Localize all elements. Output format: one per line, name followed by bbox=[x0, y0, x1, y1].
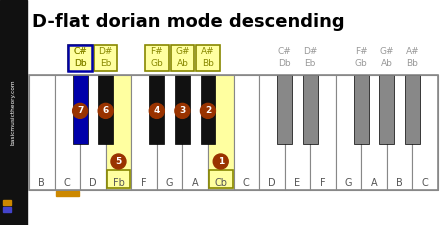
Bar bbox=[171, 45, 194, 71]
Bar bbox=[336, 75, 361, 190]
Text: Gb: Gb bbox=[355, 58, 368, 68]
Text: A: A bbox=[371, 178, 378, 188]
Bar bbox=[412, 75, 438, 190]
Text: 2: 2 bbox=[205, 106, 211, 115]
Bar bbox=[55, 75, 80, 190]
Text: 3: 3 bbox=[179, 106, 186, 115]
Text: D: D bbox=[268, 178, 275, 188]
Text: A: A bbox=[192, 178, 198, 188]
Bar bbox=[0, 0, 27, 225]
Text: Bb: Bb bbox=[407, 58, 418, 68]
Circle shape bbox=[73, 103, 88, 118]
Text: F#: F# bbox=[150, 47, 163, 56]
Text: C#: C# bbox=[278, 47, 291, 56]
Bar bbox=[175, 75, 190, 144]
Bar bbox=[73, 75, 88, 144]
Bar bbox=[55, 191, 79, 196]
Text: G: G bbox=[345, 178, 352, 188]
Text: G#: G# bbox=[175, 47, 190, 56]
Text: F: F bbox=[141, 178, 147, 188]
Bar bbox=[361, 75, 387, 190]
Bar bbox=[310, 75, 336, 190]
Text: C#: C# bbox=[73, 47, 87, 56]
Bar bbox=[131, 75, 157, 190]
Text: F#: F# bbox=[355, 47, 368, 56]
Bar bbox=[3, 207, 11, 212]
Text: D-flat dorian mode descending: D-flat dorian mode descending bbox=[32, 13, 345, 31]
Text: G: G bbox=[166, 178, 173, 188]
Text: B: B bbox=[38, 178, 45, 188]
Text: D: D bbox=[89, 178, 97, 188]
Text: C: C bbox=[422, 178, 429, 188]
Bar bbox=[29, 75, 55, 190]
Text: D#: D# bbox=[99, 47, 113, 56]
Bar bbox=[29, 75, 438, 190]
Bar bbox=[201, 75, 215, 144]
Bar bbox=[98, 75, 113, 144]
Text: C: C bbox=[243, 178, 249, 188]
Circle shape bbox=[175, 103, 190, 118]
Circle shape bbox=[213, 154, 228, 169]
Text: Bb: Bb bbox=[202, 58, 214, 68]
Text: Ab: Ab bbox=[176, 58, 188, 68]
Text: 7: 7 bbox=[77, 106, 83, 115]
Text: E: E bbox=[294, 178, 301, 188]
Bar bbox=[68, 45, 92, 71]
Text: Db: Db bbox=[74, 58, 86, 68]
Bar bbox=[145, 45, 169, 71]
Text: Cb: Cb bbox=[214, 178, 227, 188]
Bar bbox=[150, 75, 164, 144]
Circle shape bbox=[98, 103, 113, 118]
Bar bbox=[209, 170, 232, 188]
Circle shape bbox=[201, 103, 216, 118]
Text: Fb: Fb bbox=[113, 178, 125, 188]
Bar bbox=[106, 75, 131, 190]
Text: Db: Db bbox=[279, 58, 291, 68]
Circle shape bbox=[111, 154, 126, 169]
Text: F: F bbox=[320, 178, 326, 188]
Bar bbox=[259, 75, 285, 190]
Text: D#: D# bbox=[303, 47, 317, 56]
Bar bbox=[208, 75, 234, 190]
Text: C#: C# bbox=[73, 47, 87, 56]
Text: Eb: Eb bbox=[304, 58, 316, 68]
Text: A#: A# bbox=[406, 47, 419, 56]
Text: 6: 6 bbox=[103, 106, 109, 115]
Bar bbox=[196, 45, 220, 71]
Bar bbox=[106, 170, 130, 188]
Bar bbox=[387, 75, 412, 190]
Bar bbox=[277, 75, 292, 144]
Text: 5: 5 bbox=[115, 157, 121, 166]
Bar bbox=[80, 75, 106, 190]
Bar bbox=[182, 75, 208, 190]
Text: 1: 1 bbox=[218, 157, 224, 166]
Text: Ab: Ab bbox=[381, 58, 393, 68]
Text: Gb: Gb bbox=[150, 58, 163, 68]
Text: basicmusictheory.com: basicmusictheory.com bbox=[11, 79, 16, 145]
Text: C: C bbox=[64, 178, 71, 188]
Bar bbox=[379, 75, 394, 144]
Text: B: B bbox=[396, 178, 403, 188]
Bar bbox=[285, 75, 310, 190]
Bar bbox=[3, 200, 11, 205]
Text: Eb: Eb bbox=[100, 58, 111, 68]
Text: Db: Db bbox=[74, 58, 86, 68]
Bar bbox=[157, 75, 182, 190]
Bar bbox=[68, 45, 92, 71]
Text: 4: 4 bbox=[154, 106, 160, 115]
Text: G#: G# bbox=[380, 47, 394, 56]
Circle shape bbox=[149, 103, 164, 118]
Bar bbox=[234, 75, 259, 190]
Text: A#: A# bbox=[201, 47, 215, 56]
Bar bbox=[94, 45, 117, 71]
Bar bbox=[354, 75, 369, 144]
Bar bbox=[405, 75, 420, 144]
Bar bbox=[303, 75, 318, 144]
